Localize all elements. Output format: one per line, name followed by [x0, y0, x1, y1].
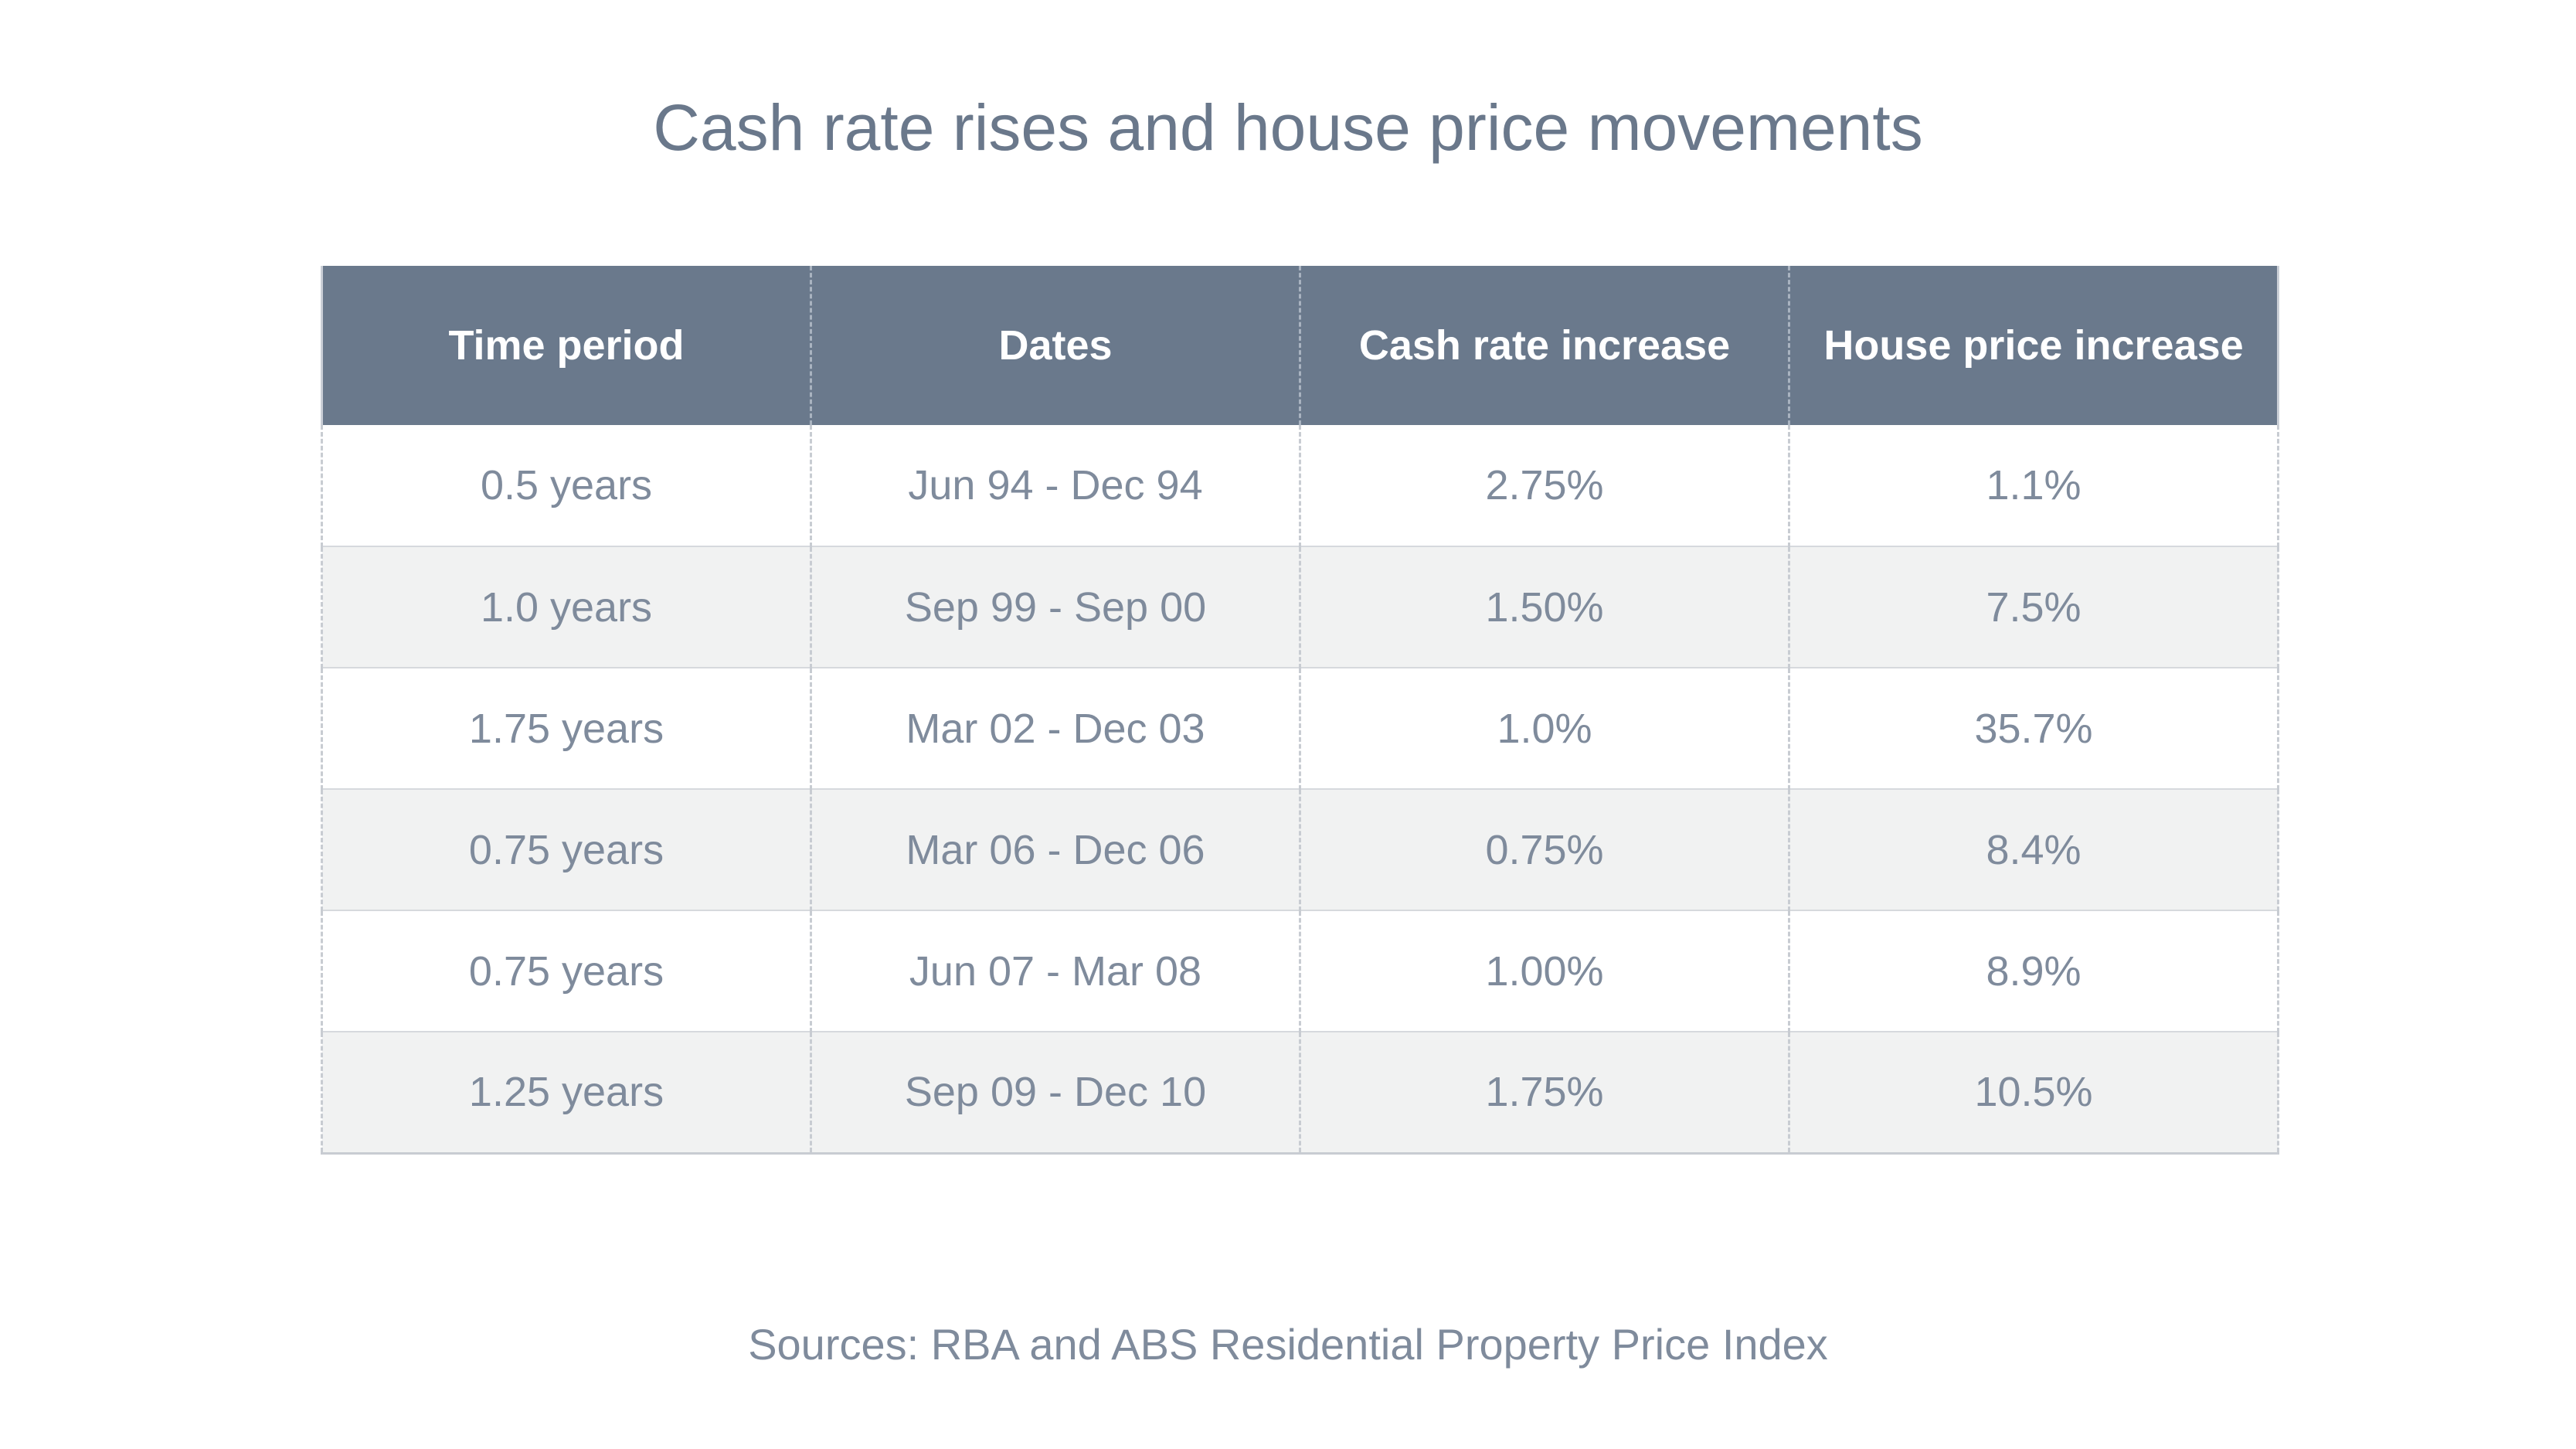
table-cell: 2.75%: [1299, 425, 1789, 547]
table-row: 1.0 years Sep 99 - Sep 00 1.50% 7.5%: [321, 546, 2279, 668]
chart-title: Cash rate rises and house price movement…: [653, 91, 1923, 164]
header-row: Time period Dates Cash rate increase Hou…: [321, 266, 2279, 425]
column-header: House price increase: [1788, 266, 2279, 425]
table-cell: Jun 07 - Mar 08: [810, 910, 1300, 1032]
column-header: Time period: [321, 266, 811, 425]
table-cell: 7.5%: [1788, 546, 2279, 668]
table-cell: 0.5 years: [321, 425, 811, 547]
table-cell: 10.5%: [1788, 1032, 2279, 1155]
table-cell: 1.50%: [1299, 546, 1789, 668]
table-cell: 35.7%: [1788, 668, 2279, 790]
table-cell: Jun 94 - Dec 94: [810, 425, 1300, 547]
table-row: 1.25 years Sep 09 - Dec 10 1.75% 10.5%: [321, 1032, 2279, 1155]
table-cell: 0.75 years: [321, 789, 811, 911]
table-cell: 1.75%: [1299, 1032, 1789, 1155]
table-cell: 0.75%: [1299, 789, 1789, 911]
column-header: Cash rate increase: [1299, 266, 1789, 425]
column-header: Dates: [810, 266, 1300, 425]
table-cell: 0.75 years: [321, 910, 811, 1032]
table-row: 0.75 years Mar 06 - Dec 06 0.75% 8.4%: [321, 789, 2279, 911]
table-cell: 1.75 years: [321, 668, 811, 790]
table-row: 1.75 years Mar 02 - Dec 03 1.0% 35.7%: [321, 668, 2279, 790]
table-row: 0.75 years Jun 07 - Mar 08 1.00% 8.9%: [321, 910, 2279, 1032]
table-cell: Sep 09 - Dec 10: [810, 1032, 1300, 1155]
table-cell: 8.9%: [1788, 910, 2279, 1032]
table-cell: 1.25 years: [321, 1032, 811, 1155]
table-cell: 1.0%: [1299, 668, 1789, 790]
data-table-container: Time period Dates Cash rate increase Hou…: [321, 266, 2279, 1155]
table-cell: Mar 02 - Dec 03: [810, 668, 1300, 790]
table-cell: 1.00%: [1299, 910, 1789, 1032]
table-cell: 1.1%: [1788, 425, 2279, 547]
table-row: 0.5 years Jun 94 - Dec 94 2.75% 1.1%: [321, 425, 2279, 547]
table-cell: 1.0 years: [321, 546, 811, 668]
table-cell: 8.4%: [1788, 789, 2279, 911]
source-note: Sources: RBA and ABS Residential Propert…: [748, 1320, 1828, 1369]
table-cell: Sep 99 - Sep 00: [810, 546, 1300, 668]
table-cell: Mar 06 - Dec 06: [810, 789, 1300, 911]
data-table: Time period Dates Cash rate increase Hou…: [321, 266, 2279, 1155]
